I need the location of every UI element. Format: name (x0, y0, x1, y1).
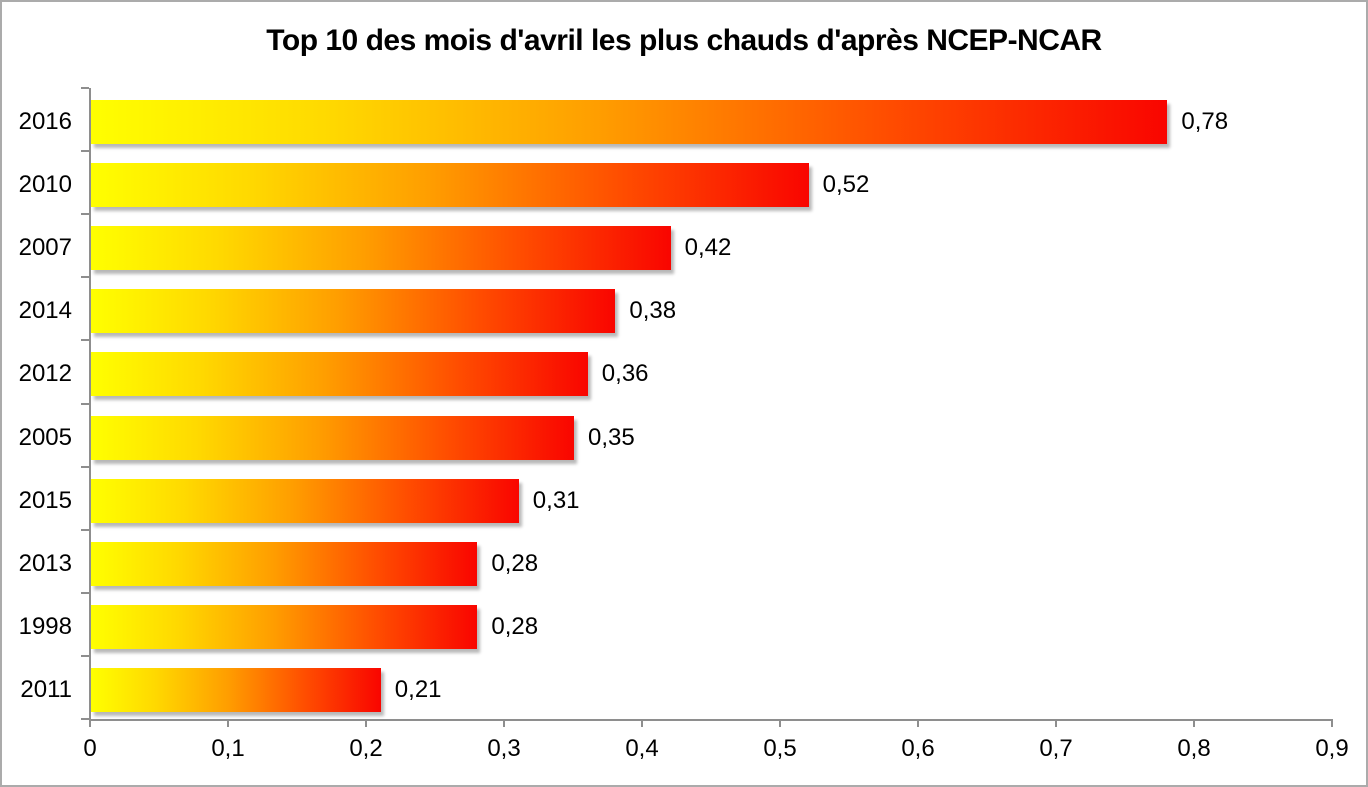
category-label: 2012 (18, 360, 72, 388)
x-axis-tick (917, 719, 919, 727)
x-tick-label: 0,5 (763, 735, 797, 762)
bar-2012 (91, 352, 588, 397)
value-label: 0,28 (491, 549, 539, 577)
bar-2011 (91, 667, 381, 712)
category-label: 1998 (18, 612, 72, 640)
y-axis-tick (81, 402, 89, 405)
category-label: 2011 (20, 675, 72, 703)
y-axis-tick (81, 339, 89, 342)
chart-title: Top 10 des mois d'avril les plus chauds … (266, 24, 1102, 57)
x-axis-tick (1193, 719, 1195, 727)
x-axis-tick (227, 719, 229, 727)
value-label: 0,28 (491, 612, 539, 640)
value-label: 0,31 (532, 486, 580, 514)
bar-2007 (91, 226, 671, 271)
category-label: 2013 (18, 549, 72, 577)
y-axis-tick (81, 276, 89, 279)
y-axis-line (89, 88, 91, 721)
x-axis-tick (365, 719, 367, 727)
bar-2014 (91, 289, 616, 334)
y-axis-tick (81, 213, 89, 216)
category-label: 2014 (18, 297, 72, 325)
x-axis-tick (1331, 719, 1333, 727)
y-axis-tick (81, 465, 89, 468)
category-label: 2005 (18, 423, 72, 451)
bar-2015 (91, 478, 519, 523)
y-axis-tick (81, 591, 89, 594)
x-axis-tick (779, 719, 781, 727)
category-label: 2010 (18, 171, 72, 199)
x-axis-tick (89, 719, 91, 727)
value-label: 0,21 (394, 675, 442, 703)
x-axis-tick (1055, 719, 1057, 727)
y-axis-tick (81, 528, 89, 531)
bar-2005 (91, 415, 574, 460)
x-tick-label: 0 (83, 735, 97, 762)
x-tick-label: 0,9 (1315, 735, 1349, 762)
x-axis-tick (503, 719, 505, 727)
value-label: 0,52 (822, 171, 870, 199)
x-tick-label: 0,8 (1177, 735, 1211, 762)
y-axis-tick (81, 150, 89, 153)
category-label: 2016 (18, 108, 72, 135)
x-axis-line (89, 719, 1333, 721)
value-label: 0,78 (1181, 108, 1229, 135)
x-tick-label: 0,3 (487, 735, 521, 762)
bar-2013 (91, 541, 478, 586)
x-tick-label: 0,7 (1039, 735, 1073, 762)
value-label: 0,42 (684, 234, 732, 262)
y-axis-tick (81, 87, 89, 89)
y-axis-tick (81, 718, 89, 720)
value-label: 0,35 (588, 423, 635, 451)
category-label: 2015 (18, 486, 72, 514)
x-axis-tick (641, 719, 643, 727)
category-label: 2007 (18, 234, 72, 262)
x-tick-label: 0,4 (625, 735, 659, 762)
x-tick-label: 0,2 (349, 735, 383, 762)
bar-1998 (91, 604, 478, 649)
y-axis-tick (81, 654, 89, 657)
bar-2010 (91, 163, 809, 208)
bar-2016 (91, 100, 1168, 144)
x-tick-label: 0,6 (901, 735, 935, 762)
value-label: 0,36 (601, 360, 649, 388)
x-tick-label: 0,1 (211, 735, 245, 762)
value-label: 0,38 (629, 297, 677, 325)
